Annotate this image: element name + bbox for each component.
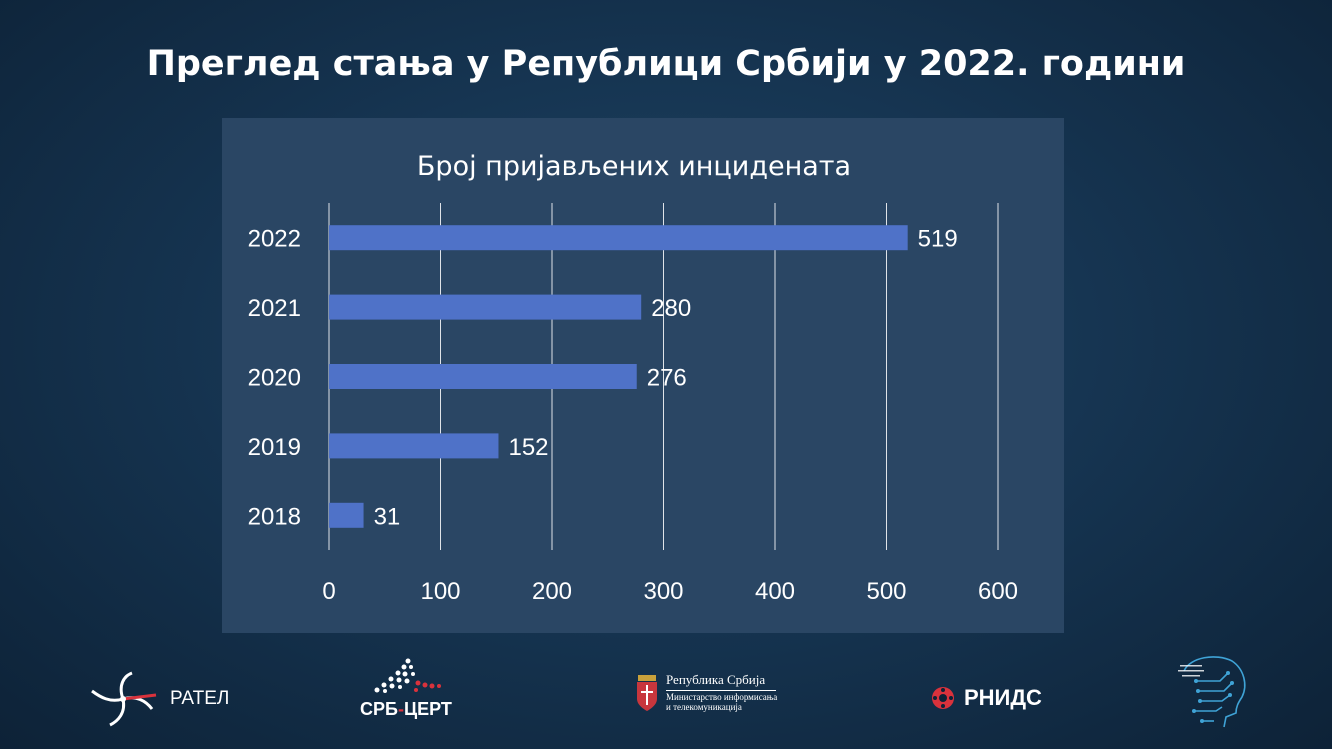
y-tick-label: 2018 bbox=[248, 503, 301, 530]
circuit-head-logo bbox=[1176, 651, 1250, 731]
government-text: Република Србија Министарство информисањ… bbox=[666, 673, 777, 712]
ratel-emblem-icon bbox=[91, 671, 157, 727]
y-tick-label: 2022 bbox=[248, 226, 301, 253]
rnids-label: РНИДС bbox=[964, 685, 1042, 710]
x-tick-label: 600 bbox=[978, 578, 1018, 605]
x-tick-label: 400 bbox=[755, 578, 795, 605]
x-tick-label: 0 bbox=[322, 578, 335, 605]
x-tick-label: 300 bbox=[643, 578, 683, 605]
footer-logos: РАТЕЛ СРБ-ЦЕРТ Република Србија bbox=[0, 645, 1332, 749]
rnids-emblem-icon bbox=[932, 687, 954, 709]
circuit-head-icon bbox=[1178, 656, 1246, 728]
cert-label-main: СРБ bbox=[360, 699, 398, 719]
chart-title: Број пријављених инцидената bbox=[417, 151, 851, 182]
srb-cert-label: СРБ-ЦЕРТ bbox=[360, 699, 452, 720]
bar-2022 bbox=[329, 225, 908, 251]
y-tick-label: 2019 bbox=[248, 434, 301, 461]
bar-2019 bbox=[329, 433, 499, 459]
y-axis-ticks: 2022 2021 2020 2019 2018 bbox=[248, 226, 301, 531]
slide-title: Преглед стања у Републици Србији у 2022.… bbox=[146, 44, 1186, 84]
gov-title: Република Србија bbox=[666, 672, 766, 688]
bar-2018 bbox=[329, 502, 364, 528]
data-label-2018: 31 bbox=[374, 503, 401, 530]
bar-chart: Број пријављених инцидената 0 100 200 300 40… bbox=[248, 151, 1018, 605]
x-tick-label: 500 bbox=[866, 578, 906, 605]
data-label-2020: 276 bbox=[647, 365, 687, 392]
chart-panel: Број пријављених инцидената 0 100 200 300 40… bbox=[222, 118, 1064, 633]
srb-cert-logo: СРБ-ЦЕРТ bbox=[358, 655, 458, 721]
government-logo: Република Србија Министарство информисањ… bbox=[636, 673, 777, 713]
gov-ministry-line1: Министарство информисања bbox=[666, 691, 778, 702]
cert-dots-icon bbox=[374, 658, 441, 693]
cert-label-end: ЦЕРТ bbox=[403, 699, 452, 719]
cert-label-dash: - bbox=[397, 699, 404, 719]
data-label-2021: 280 bbox=[651, 295, 691, 322]
gov-ministry-line2: и телекомуникација bbox=[666, 701, 742, 712]
x-tick-label: 200 bbox=[532, 578, 572, 605]
y-tick-label: 2020 bbox=[248, 365, 301, 392]
ratel-logo: РАТЕЛ bbox=[88, 671, 229, 727]
ratel-label: РАТЕЛ bbox=[170, 688, 230, 709]
data-label-2019: 152 bbox=[508, 434, 548, 461]
data-labels: 519 280 276 152 31 bbox=[374, 226, 958, 531]
rnids-logo: РНИДС bbox=[930, 685, 1042, 711]
data-label-2022: 519 bbox=[918, 226, 958, 253]
bar-2020 bbox=[329, 364, 637, 389]
x-axis-ticks: 0 100 200 300 400 500 600 bbox=[322, 578, 1018, 605]
bar-2021 bbox=[329, 294, 642, 320]
y-tick-label: 2021 bbox=[248, 295, 301, 322]
serbia-coat-of-arms-icon bbox=[637, 675, 657, 711]
gov-divider bbox=[666, 689, 776, 691]
chart-bars bbox=[329, 225, 908, 528]
x-tick-label: 100 bbox=[420, 578, 460, 605]
